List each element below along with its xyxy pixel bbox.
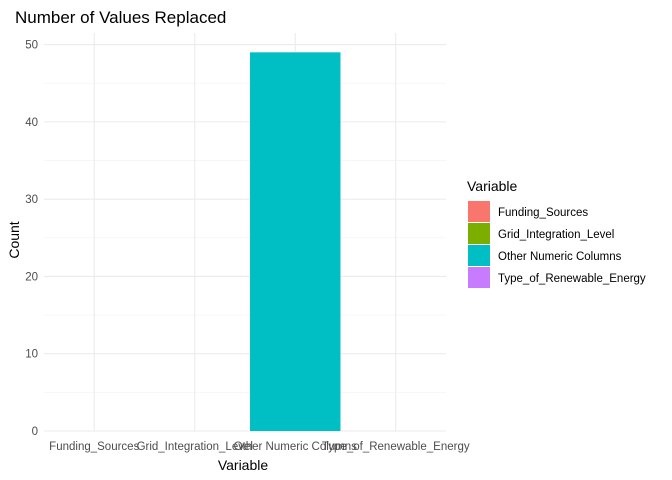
x-tick-label: Type_of_Renewable_Energy — [322, 441, 470, 453]
y-tick-label: 0 — [32, 426, 38, 438]
legend: Variable Funding_Sources Grid_Integration… — [467, 178, 646, 288]
x-axis-title: Variable — [218, 457, 269, 473]
legend-label: Funding_Sources — [498, 207, 588, 219]
legend-label: Type_of_Renewable_Energy — [498, 273, 646, 285]
bars — [250, 52, 341, 432]
legend-label: Grid_Integration_Level — [498, 229, 614, 241]
x-axis-ticks: Funding_SourcesGrid_Integration_LevelOth… — [49, 441, 470, 453]
bar-other-numeric-columns — [250, 52, 341, 432]
legend-key — [468, 245, 490, 266]
y-tick-label: 30 — [25, 194, 38, 206]
legend-title: Variable — [467, 178, 518, 194]
y-tick-label: 40 — [25, 117, 38, 129]
chart-title: Number of Values Replaced — [15, 8, 226, 27]
x-tick-label: Funding_Sources — [49, 441, 139, 453]
y-tick-label: 50 — [25, 40, 38, 52]
y-axis-title: Count — [6, 221, 22, 258]
legend-key — [468, 267, 490, 288]
y-tick-label: 10 — [25, 349, 38, 361]
grid — [44, 33, 446, 432]
y-axis-ticks: 0 10 20 30 40 50 — [25, 40, 38, 438]
x-tick-label: Other Numeric Columns — [234, 441, 358, 453]
legend-key — [468, 223, 490, 244]
x-tick-label: Grid_Integration_Level — [137, 441, 253, 453]
legend-label: Other Numeric Columns — [498, 251, 622, 263]
y-tick-label: 20 — [25, 271, 38, 283]
legend-key — [468, 201, 490, 222]
